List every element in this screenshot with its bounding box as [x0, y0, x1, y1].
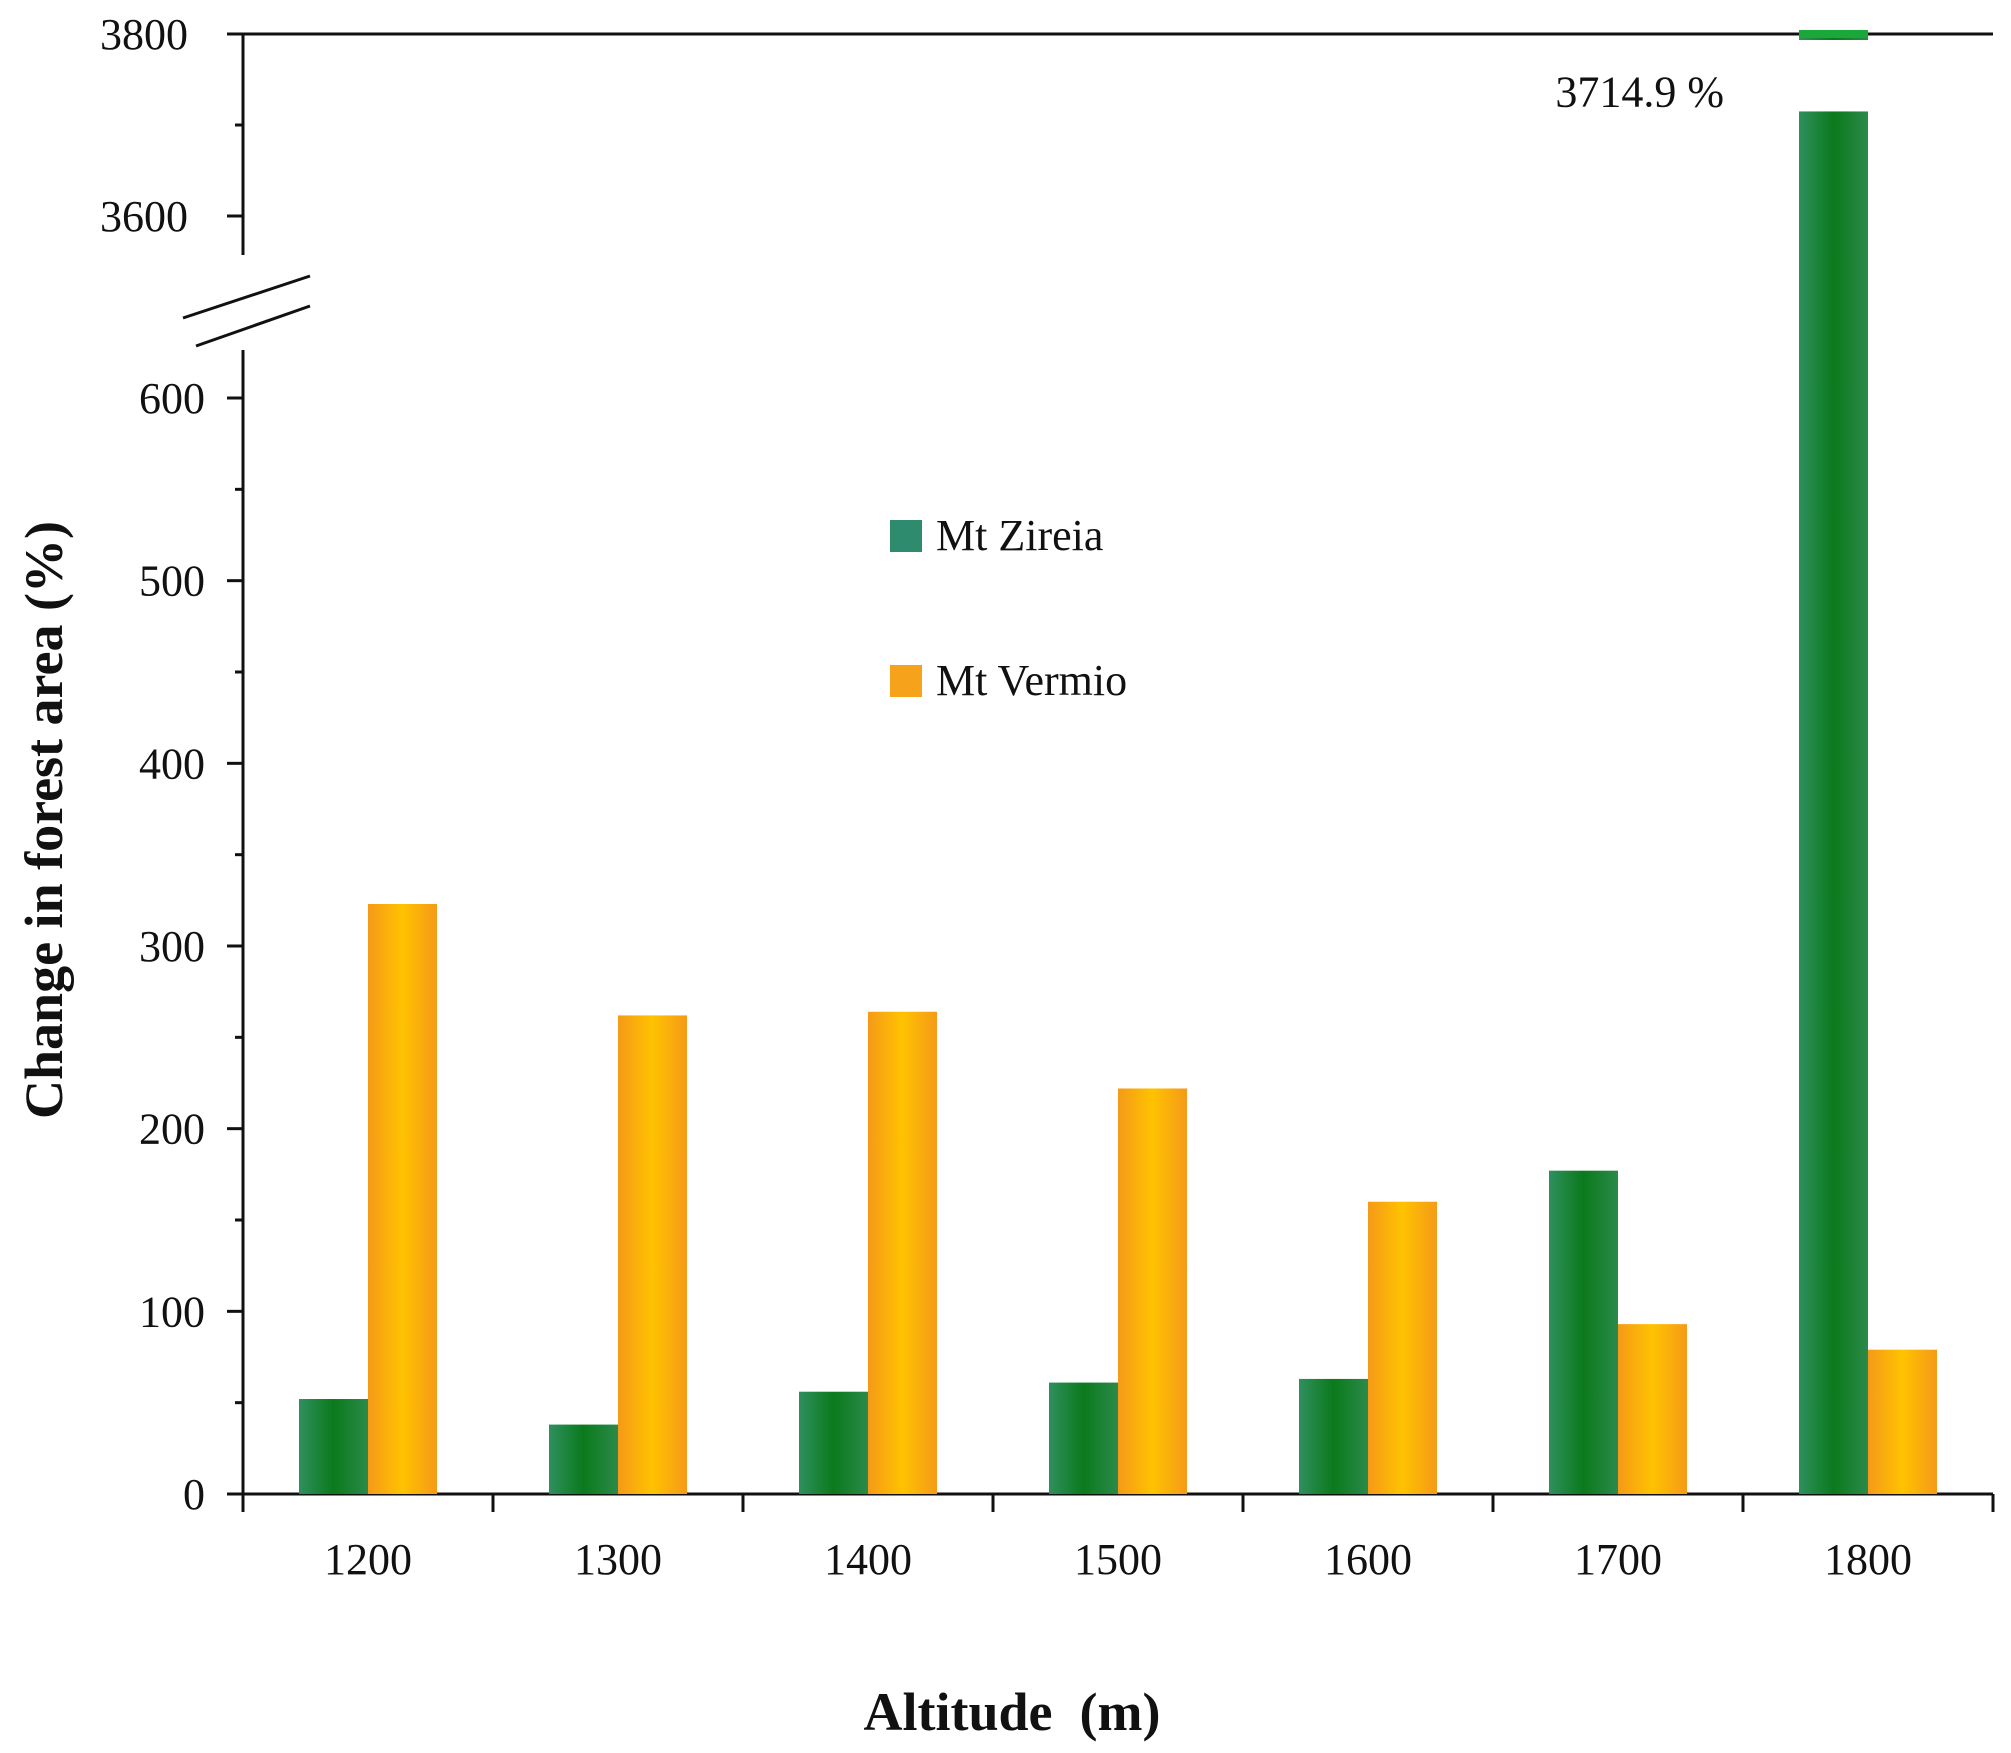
y-tick-label: 500 [139, 557, 205, 606]
y-tick-label: 400 [139, 739, 205, 788]
bar-mt-zireia-1400 [799, 1391, 868, 1494]
bar-mt-zireia-1500 [1049, 1382, 1118, 1494]
x-axis-title: Altitude (m) [864, 1682, 1161, 1742]
y-tick-label: 3800 [100, 10, 188, 59]
x-tick-label: 1400 [824, 1535, 912, 1584]
bar-overflow-mask [1799, 40, 1868, 112]
legend-swatch-mt-vermio [890, 665, 922, 697]
bar-mt-vermio-1700 [1618, 1324, 1687, 1494]
bar-mt-vermio-1800 [1868, 1349, 1937, 1494]
bar-mt-vermio-1200 [368, 903, 437, 1494]
bar-mt-zireia-1700 [1549, 1170, 1618, 1494]
legend-swatch-mt-zireia [890, 520, 922, 552]
y-tick-label: 600 [139, 374, 205, 423]
legend-label-mt-zireia: Mt Zireia [936, 511, 1103, 560]
x-tick-label: 1800 [1824, 1535, 1912, 1584]
y-tick-label: 100 [139, 1287, 205, 1336]
y-tick-label: 200 [139, 1105, 205, 1154]
bar-mt-vermio-1500 [1118, 1088, 1187, 1494]
bar-mt-zireia-1200 [299, 1399, 368, 1494]
x-tick-label: 1300 [574, 1535, 662, 1584]
annotation-label: 3714.9 % [1555, 67, 1724, 116]
x-tick-label: 1200 [324, 1535, 412, 1584]
bar-mt-zireia-1300 [549, 1424, 618, 1494]
bar-mt-vermio-1400 [868, 1011, 937, 1494]
y-tick-label: 300 [139, 922, 205, 971]
axis-break-mark [182, 274, 311, 320]
axis-break-mark [195, 304, 311, 348]
x-tick-label: 1600 [1324, 1535, 1412, 1584]
bar-mt-zireia-1800 [1799, 34, 1868, 1494]
x-tick-label: 1500 [1074, 1535, 1162, 1584]
bar-overflow-cap [1799, 30, 1868, 38]
bar-mt-zireia-1600 [1299, 1378, 1368, 1494]
y-axis-title: Change in forest area (%) [14, 521, 74, 1119]
y-tick-label: 3600 [100, 192, 188, 241]
bar-mt-vermio-1600 [1368, 1201, 1437, 1494]
x-tick-label: 1700 [1574, 1535, 1662, 1584]
bar-mt-vermio-1300 [618, 1015, 687, 1494]
y-tick-label: 0 [183, 1470, 205, 1519]
legend-label-mt-vermio: Mt Vermio [936, 656, 1127, 705]
